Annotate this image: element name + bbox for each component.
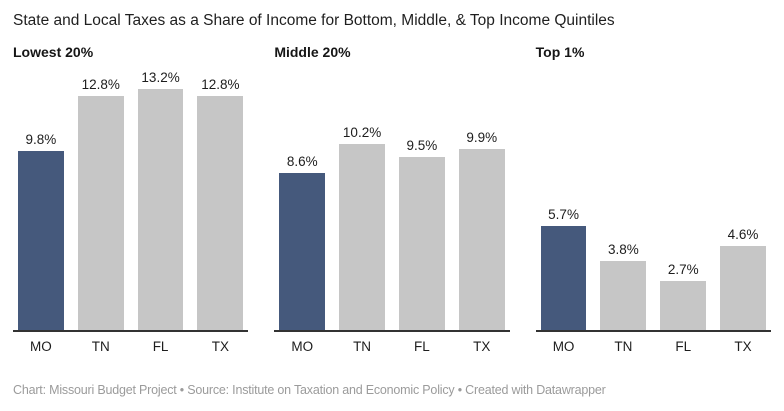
x-tick-label: TX [473,339,491,354]
bar-value-label: 9.9% [466,130,498,146]
panel: Lowest 20% 9.8% 12.8% 13.2% 12.8% MO TN FL TX [13,43,249,354]
bar [137,89,184,330]
bar-value-label: 3.8% [608,241,639,257]
bar-column: 9.9% [458,130,505,330]
x-tick-label: FL [152,339,169,354]
panel-title: Lowest 20% [13,44,94,60]
bar-value-label: 12.8% [81,77,120,93]
bar-value-label: 4.6% [727,227,759,242]
bar [720,246,766,330]
bar [540,225,587,330]
panel: Top 1% 5.7% 3.8% 2.7% 4.6% MO TN FL TX [535,43,771,354]
plot-area: 9.8% 12.8% 13.2% 12.8% [13,61,249,332]
bar-column: 8.6% [279,154,326,330]
bar-value-label: 13.2% [141,70,180,85]
bar-value-label: 5.7% [548,206,579,222]
bar [458,149,505,330]
x-tick-label: MO [552,339,575,354]
bar-value-label: 12.8% [201,77,240,93]
bar [77,96,124,330]
x-tick-label: TX [734,339,752,354]
plot-area: 8.6% 10.2% 9.5% 9.9% [274,61,510,332]
bar-column: 13.2% [137,70,184,330]
x-tick-label: TN [614,339,633,354]
bar-column: 5.7% [540,206,587,330]
panel-title: Top 1% [535,44,585,60]
bar [18,151,64,330]
x-tick-label: FL [414,339,430,354]
bar-column: 4.6% [720,227,766,330]
bar-value-label: 9.8% [25,132,57,148]
bar-column: 9.5% [398,137,445,330]
x-tick-label: TN [353,339,372,354]
bar-value-label: 2.7% [667,261,699,277]
bar [197,96,244,330]
bar [600,260,647,330]
chart-panels: Lowest 20% 9.8% 12.8% 13.2% 12.8% MO TN FL TX Mid… [13,43,771,354]
bar-value-label: 8.6% [286,154,318,169]
bar-value-label: 9.5% [406,137,438,153]
x-tick-label: MO [291,339,314,354]
bar-column: 12.8% [197,77,244,330]
chart-footer: Chart: Missouri Budget Project • Source:… [13,383,606,397]
bar [660,280,707,330]
bar-value-label: 10.2% [342,124,382,140]
x-tick-label: TX [211,339,230,354]
x-tick-label: MO [30,339,52,354]
panel: Middle 20% 8.6% 10.2% 9.5% 9.9% MO TN FL TX [274,43,510,354]
bar-column: 9.8% [18,132,64,330]
bar [339,143,385,330]
x-axis-ticks: MO TN FL TX [536,339,771,354]
plot-area: 5.7% 3.8% 2.7% 4.6% [535,61,771,332]
chart-title: State and Local Taxes as a Share of Inco… [13,12,615,29]
bar [398,156,445,330]
x-axis-ticks: MO TN FL TX [13,339,248,354]
x-tick-label: TN [91,339,110,354]
x-axis-ticks: MO TN FL TX [274,339,509,354]
bar-column: 10.2% [339,125,385,330]
panel-title: Middle 20% [274,44,351,60]
bar-column: 3.8% [600,241,647,330]
bar-column: 2.7% [660,261,707,330]
bar-column: 12.8% [77,77,124,330]
bar [279,173,326,330]
x-tick-label: FL [675,339,692,354]
